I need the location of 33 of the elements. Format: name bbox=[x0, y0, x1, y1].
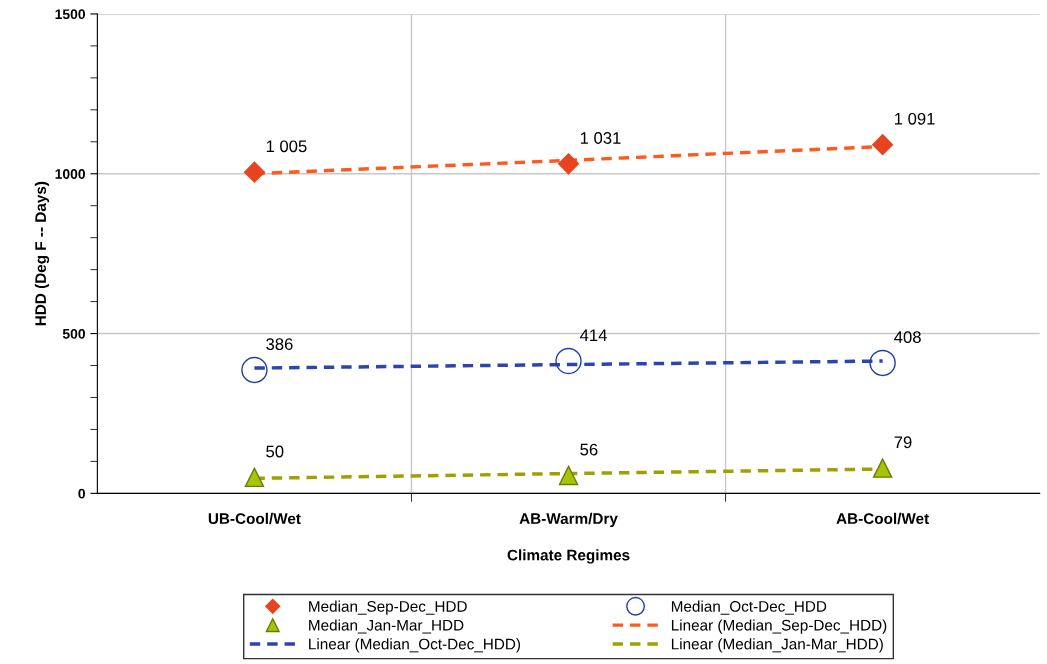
y-tick-label: 500 bbox=[62, 328, 85, 339]
data-label: 1 091 bbox=[895, 112, 935, 125]
point bbox=[558, 465, 579, 486]
point bbox=[872, 458, 893, 478]
data-label: 79 bbox=[894, 436, 912, 449]
data-label: 1 005 bbox=[266, 140, 307, 153]
point bbox=[872, 134, 894, 156]
legend-label: Linear (Median_Jan-Mar_HDD) bbox=[671, 638, 883, 653]
point bbox=[869, 349, 896, 377]
legend-label: Linear (Median_Sep-Dec_HDD) bbox=[671, 619, 887, 634]
y-tick-label: 0 bbox=[78, 488, 85, 499]
point bbox=[558, 153, 580, 175]
point bbox=[244, 467, 265, 488]
x-axis-title: Climate Regimes bbox=[507, 549, 630, 564]
data-label: 56 bbox=[580, 443, 598, 456]
point bbox=[555, 347, 582, 375]
data-label: 386 bbox=[266, 338, 293, 351]
data-label: 50 bbox=[266, 445, 284, 458]
data-label: 1 031 bbox=[580, 132, 621, 144]
legend-label: Median_Jan-Mar_HDD bbox=[309, 619, 464, 634]
x-tick-label: AB-Warm/Dry bbox=[519, 512, 618, 528]
legend-label: Median_Oct-Dec_HDD bbox=[671, 600, 827, 615]
point bbox=[241, 356, 268, 384]
x-tick-label: UB-Cool/Wet bbox=[208, 512, 301, 525]
data-label: 408 bbox=[894, 331, 921, 343]
legend-label: Median_Sep-Dec_HDD bbox=[309, 600, 467, 615]
y-axis-title: HDD (Deg F -- Days) bbox=[34, 181, 50, 326]
legend-label: Linear (Median_Oct-Dec_HDD) bbox=[309, 638, 521, 653]
data-label: 414 bbox=[580, 329, 607, 341]
x-tick-label: AB-Cool/Wet bbox=[836, 512, 929, 525]
point bbox=[243, 161, 265, 183]
y-tick-label: 1500 bbox=[55, 9, 85, 20]
y-tick-label: 1000 bbox=[55, 169, 85, 179]
